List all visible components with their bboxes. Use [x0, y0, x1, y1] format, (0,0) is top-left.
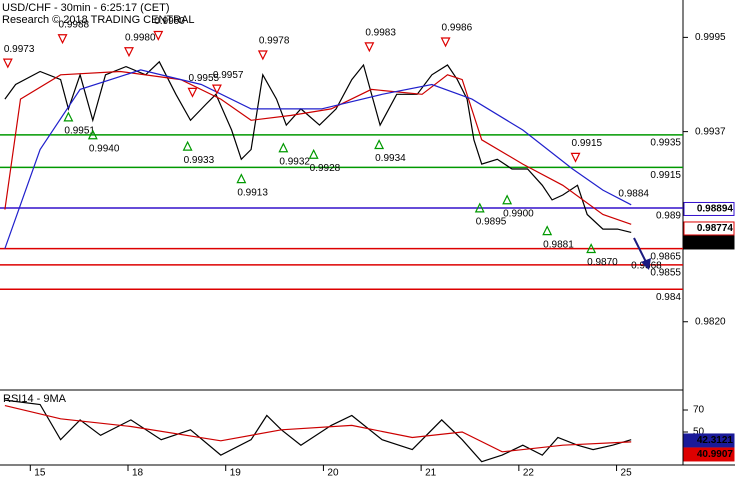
y-tick-label: 70 — [693, 405, 705, 416]
high-marker — [57, 34, 68, 45]
level-label: 0.9915 — [650, 170, 681, 181]
x-tick-label: 21 — [425, 468, 437, 479]
annotation-label: 0.9973 — [4, 44, 35, 55]
price-box-label: 0.98894 — [697, 204, 734, 215]
y-tick-label: 0.9995 — [695, 32, 726, 43]
low-marker — [236, 173, 247, 184]
annotation-label: 0.9978 — [259, 36, 290, 47]
annotation-label: 0.9928 — [310, 163, 341, 174]
low-marker — [374, 139, 385, 150]
series-line — [4, 60, 632, 233]
price-box — [683, 235, 735, 250]
high-marker — [211, 84, 222, 95]
annotation-label: 0.9986 — [442, 23, 473, 34]
arrow-head — [641, 258, 651, 270]
series-line — [4, 70, 632, 225]
low-marker — [542, 225, 553, 236]
low-marker — [502, 194, 513, 205]
level-label: 0.9865 — [650, 251, 681, 262]
annotation-label: 0.9957 — [213, 70, 244, 81]
annotation-label: 0.9980 — [125, 32, 156, 43]
price-box-label: 42.3121 — [697, 435, 734, 446]
level-label: 0.9855 — [650, 268, 681, 279]
level-label: 0.989 — [656, 211, 681, 222]
annotation-label: 0.9913 — [237, 187, 268, 198]
annotation-label: 0.9934 — [375, 153, 406, 164]
x-tick-label: 25 — [621, 468, 633, 479]
chart-title: USD/CHF - 30min - 6:25:17 (CET) — [2, 2, 169, 14]
annotation-label: 0.9895 — [476, 217, 507, 228]
high-marker — [364, 42, 375, 53]
low-marker — [63, 111, 74, 122]
price-box-label: 40.9907 — [697, 449, 734, 460]
annotation-label: 0.9900 — [503, 208, 534, 219]
forecast-arrow — [633, 237, 651, 270]
price-box — [683, 447, 735, 462]
rsi-title: RSI14 - 9MA — [3, 393, 67, 405]
price-box — [683, 201, 735, 216]
high-marker — [124, 47, 134, 58]
annotation-label: 0.9870 — [587, 257, 618, 268]
annotation-label: 0.9990 — [154, 16, 185, 27]
high-marker — [2, 58, 13, 69]
level-label: 0.984 — [656, 292, 681, 303]
high-marker — [570, 152, 581, 163]
price-box-label: 0.98767 — [697, 237, 734, 248]
arrow-shaft — [633, 237, 647, 263]
high-marker — [187, 87, 198, 98]
annotation-label: 0.9955 — [188, 73, 219, 84]
annotation-label: 0.9881 — [543, 239, 574, 250]
high-marker — [153, 30, 164, 41]
annotation-label: 0.9951 — [64, 126, 95, 137]
x-tick-label: 18 — [132, 468, 144, 479]
series-line — [4, 69, 632, 249]
low-marker — [278, 142, 289, 153]
annotation-label: 0.9933 — [184, 155, 215, 166]
annotation-label: 0.9940 — [89, 143, 120, 154]
chart-subtitle: Research © 2018 TRADING CENTRAL — [2, 14, 195, 26]
low-marker — [586, 243, 597, 254]
price-box-label: 0.98774 — [697, 223, 734, 234]
high-marker — [440, 37, 451, 48]
annotation-label: 0.9988 — [59, 19, 90, 30]
low-marker — [182, 140, 193, 151]
level-label: 0.9935 — [650, 138, 681, 149]
x-tick-label: 20 — [327, 468, 339, 479]
low-marker — [474, 202, 485, 213]
annotation-label: 0.9932 — [279, 156, 310, 167]
annotation-label: 0.9915 — [572, 138, 603, 149]
high-marker — [257, 50, 268, 61]
series-line — [4, 405, 632, 453]
y-tick-label: 50 — [693, 427, 705, 438]
low-marker — [308, 148, 319, 159]
x-tick-label: 15 — [34, 468, 46, 479]
low-marker — [87, 129, 98, 140]
price-box — [683, 433, 735, 448]
y-tick-label: 0.9820 — [695, 316, 726, 327]
annotation-label: 0.9884 — [618, 188, 649, 199]
x-tick-label: 19 — [230, 468, 242, 479]
price-box — [683, 221, 735, 236]
y-tick-label: 0.9937 — [695, 126, 726, 137]
x-tick-label: 22 — [523, 468, 535, 479]
annotation-label: 0.9983 — [365, 28, 396, 39]
